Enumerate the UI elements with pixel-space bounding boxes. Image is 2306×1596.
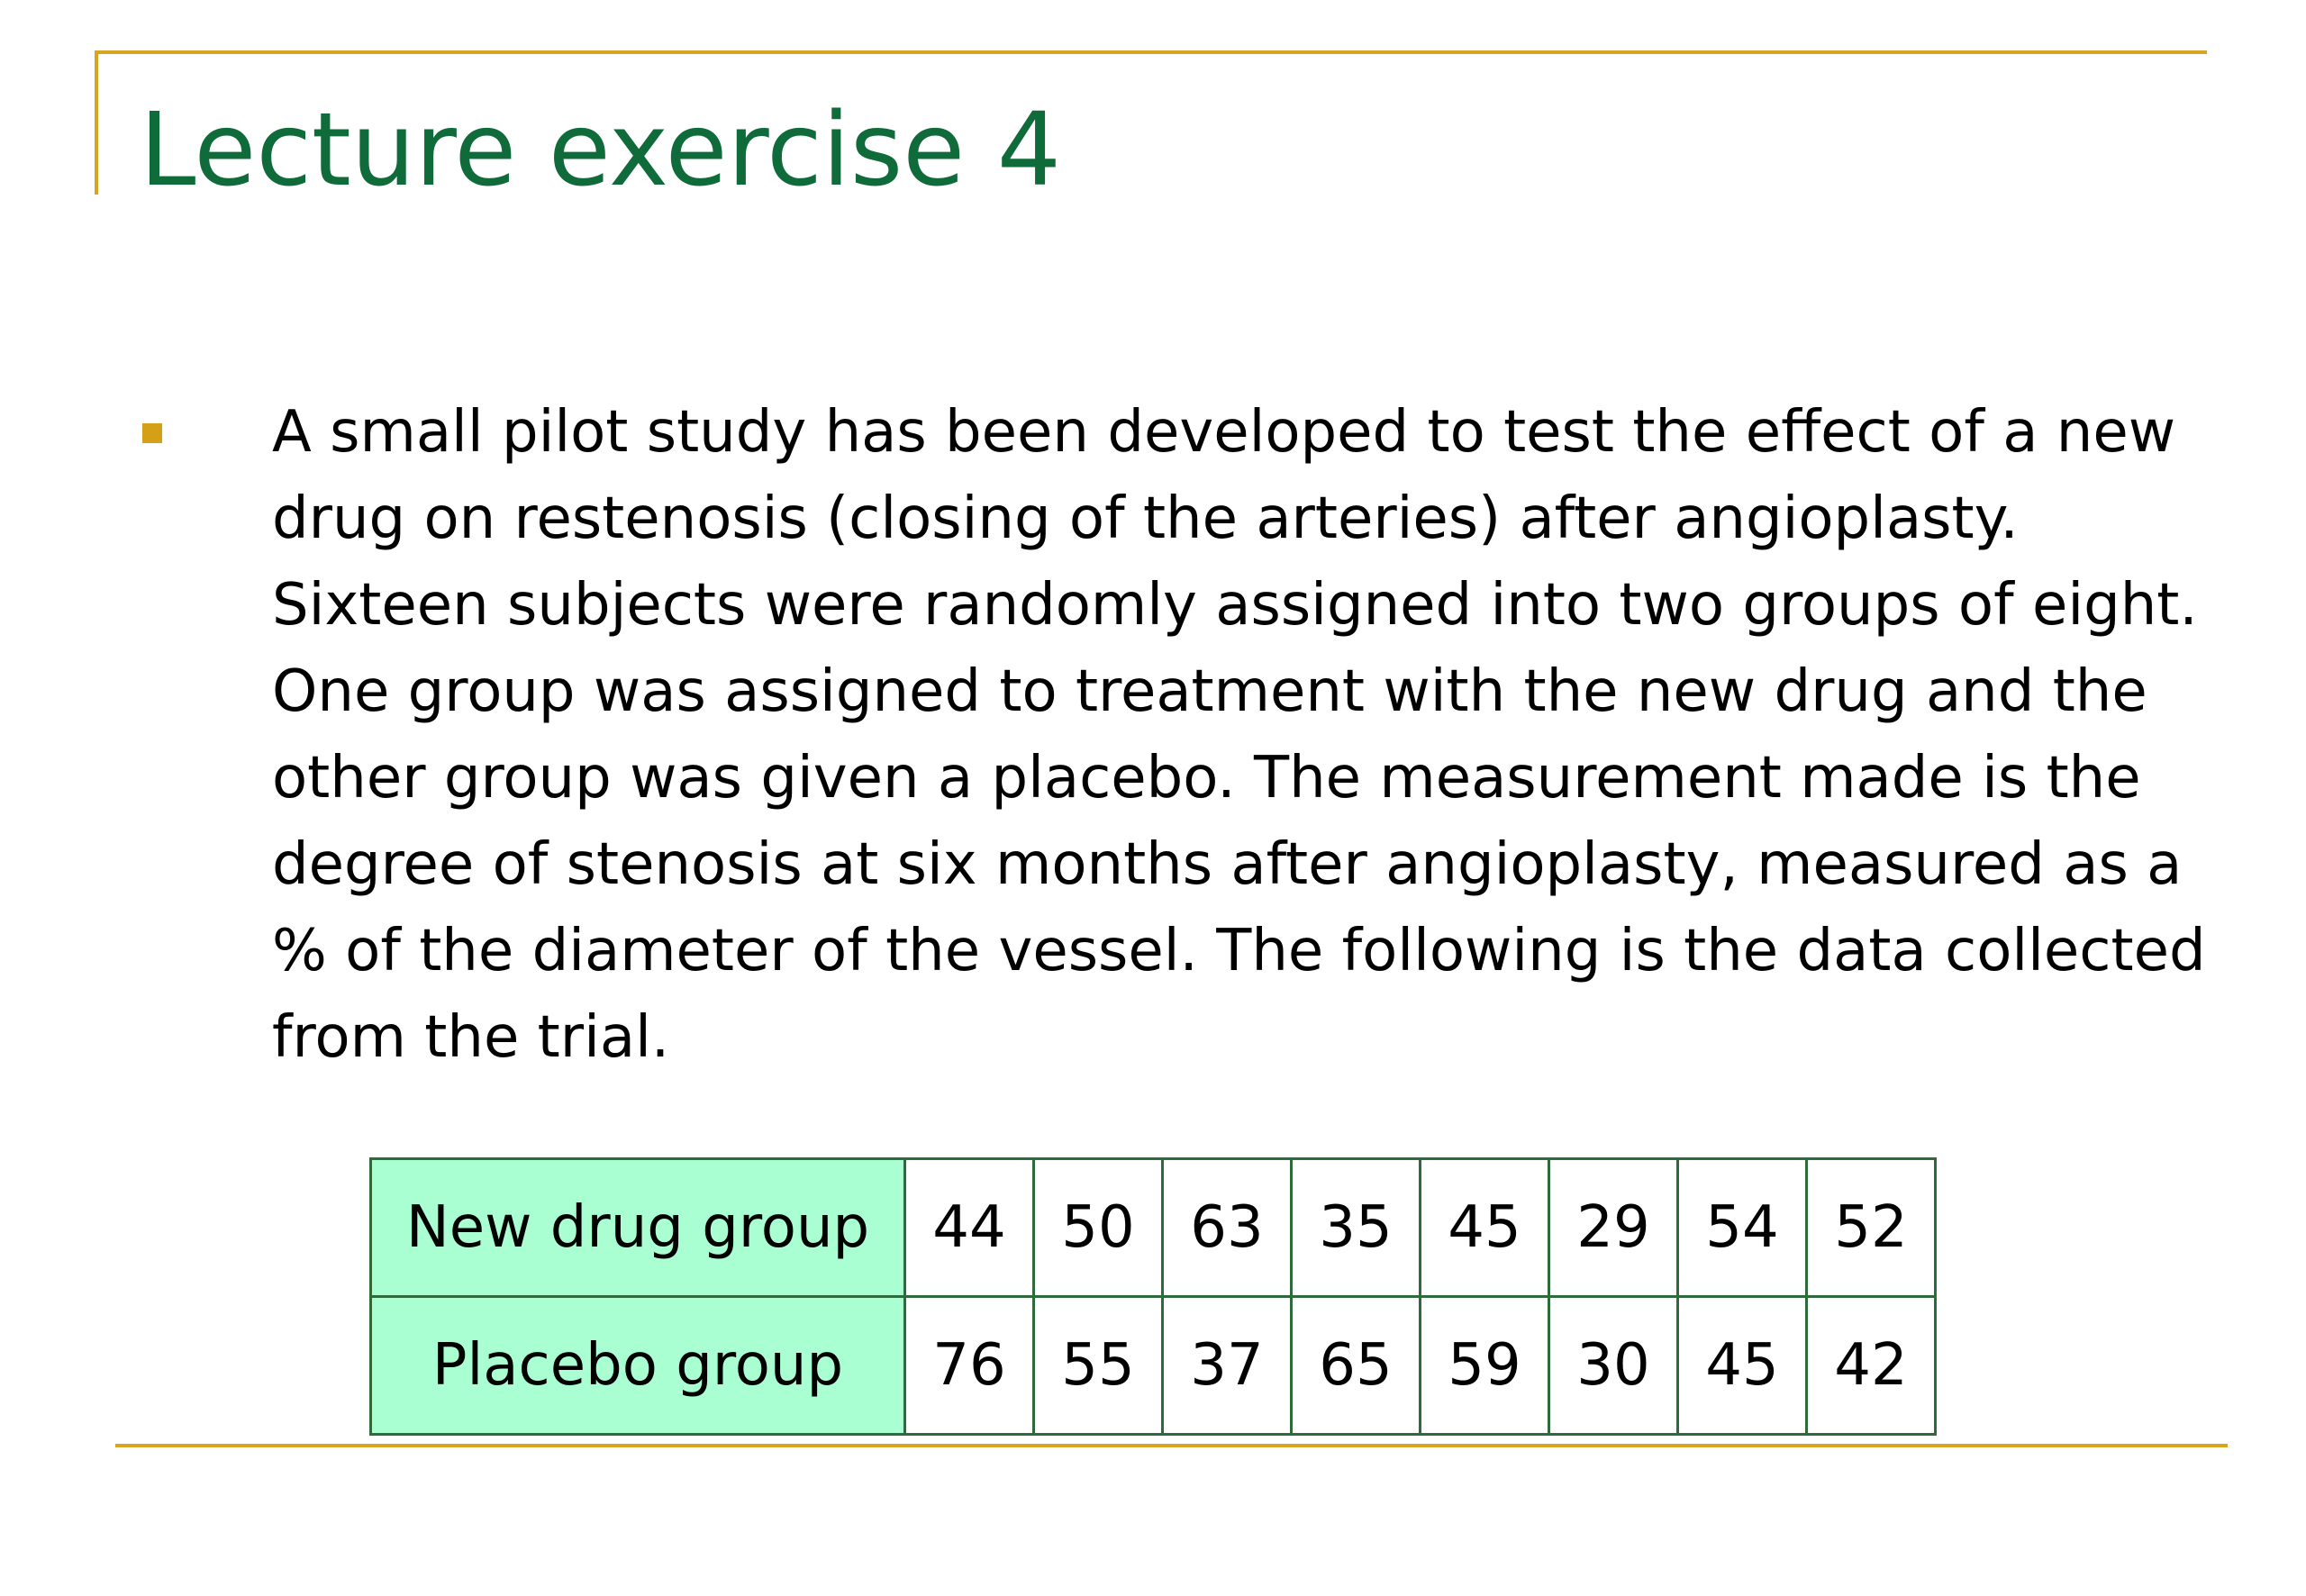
table-cell: 44: [903, 1157, 1035, 1298]
table-cell: 55: [1032, 1295, 1164, 1436]
table-cell: 63: [1161, 1157, 1293, 1298]
table-cell: 52: [1805, 1157, 1937, 1298]
top-divider: [95, 50, 2207, 54]
table-cell: 59: [1419, 1295, 1550, 1436]
table-cell: 45: [1419, 1157, 1550, 1298]
table-row-new-drug: New drug group 44 50 63 35 45 29 54 52: [369, 1157, 1937, 1298]
table-cell: 76: [903, 1295, 1035, 1436]
bullet-square-icon: [142, 423, 162, 443]
bottom-divider: [115, 1444, 2228, 1447]
table-cell: 54: [1676, 1157, 1808, 1298]
table-cell: 50: [1032, 1157, 1164, 1298]
table-cell: 35: [1290, 1157, 1421, 1298]
table-cell: 30: [1548, 1295, 1679, 1436]
table-cell: 29: [1548, 1157, 1679, 1298]
left-accent-line: [95, 50, 98, 195]
table-cell: 45: [1676, 1295, 1808, 1436]
table-cell: 42: [1805, 1295, 1937, 1436]
slide-title: Lecture exercise 4: [140, 92, 1061, 209]
table-row-placebo: Placebo group 76 55 37 65 59 30 45 42: [369, 1295, 1937, 1436]
table-cell: 37: [1161, 1295, 1293, 1436]
data-table: New drug group 44 50 63 35 45 29 54 52 P…: [369, 1157, 1937, 1436]
row-label: New drug group: [369, 1157, 906, 1298]
table-cell: 65: [1290, 1295, 1421, 1436]
row-label: Placebo group: [369, 1295, 906, 1436]
bullet-text: A small pilot study has been developed t…: [272, 399, 2206, 1071]
